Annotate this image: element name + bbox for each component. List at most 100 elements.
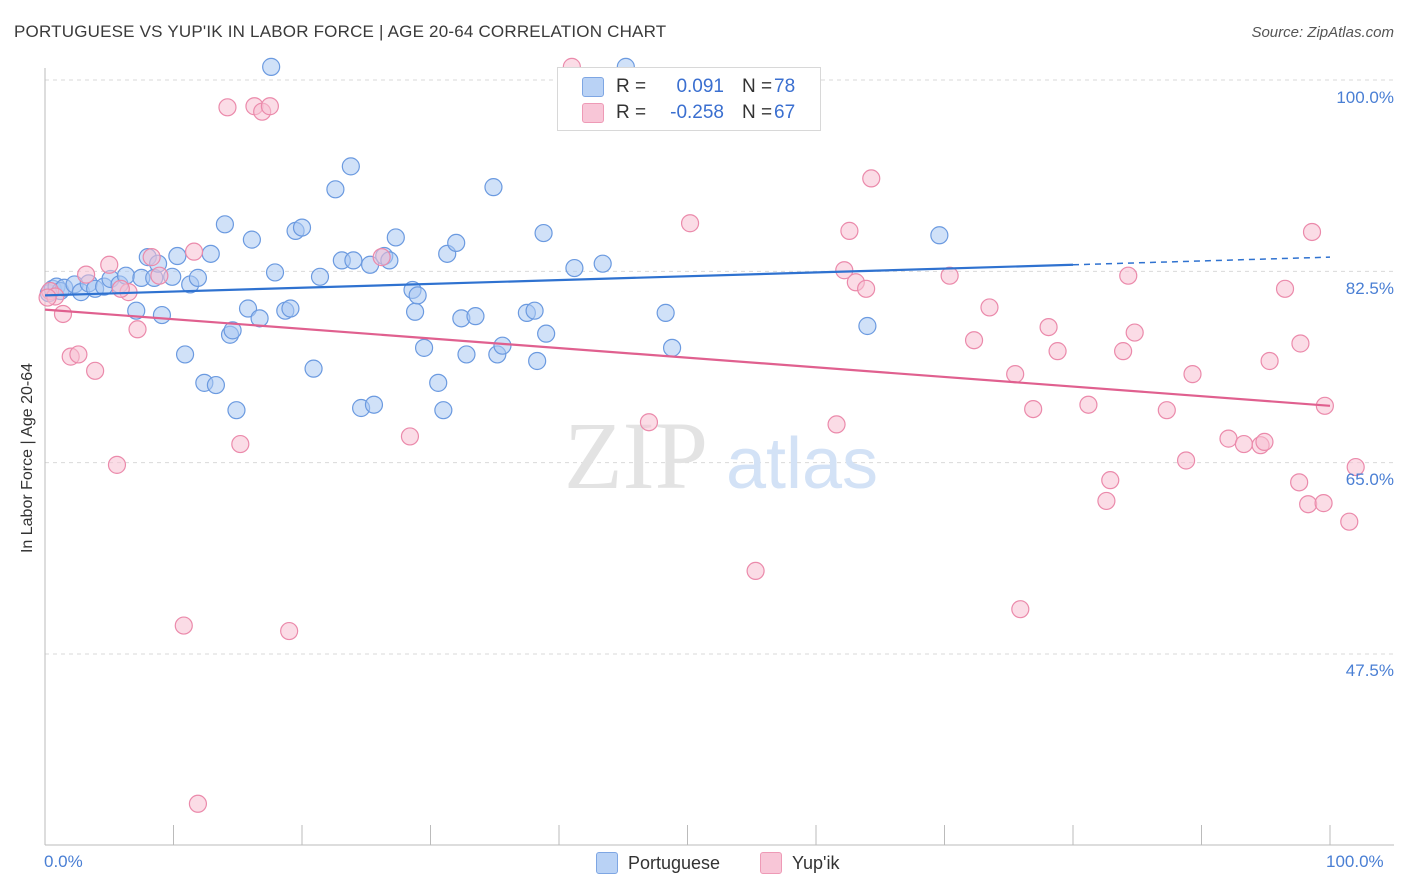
yupik-point [1079, 395, 1098, 414]
portuguese-point [304, 359, 323, 378]
series-name: Portuguese [628, 852, 721, 873]
chart-title: PORTUGUESE VS YUP'IK IN LABOR FORCE | AG… [14, 22, 667, 41]
y-tick-label: 47.5% [1345, 661, 1394, 680]
portuguese-point [662, 338, 682, 357]
portuguese-point [414, 338, 434, 357]
x-tick-label: 100.0% [1326, 852, 1384, 871]
yupik-swatch [760, 852, 782, 874]
portuguese-point [493, 336, 512, 355]
yupik-point [857, 279, 876, 298]
yupik-point [1219, 429, 1238, 448]
yupik-point [1101, 471, 1120, 490]
portuguese-point [168, 246, 187, 266]
portuguese-point [364, 395, 384, 414]
portuguese-point [525, 301, 544, 320]
yupik-point [1291, 334, 1310, 353]
watermark-atlas: atlas [726, 424, 878, 504]
legend-row-yupik: R = -0.258 N = 67 [582, 101, 795, 125]
yupik-point [964, 331, 984, 350]
portuguese-point [188, 268, 208, 287]
yupik-point [1011, 600, 1030, 619]
yupik-point [1346, 457, 1365, 477]
yupik-point [188, 794, 208, 813]
portuguese-point [405, 302, 425, 321]
y-tick-label: 82.5% [1345, 279, 1394, 298]
portuguese-point [429, 373, 448, 392]
yupik-point [1290, 473, 1309, 492]
portuguese-point [292, 218, 312, 237]
portuguese-point [215, 215, 234, 234]
yupik-point [746, 561, 765, 581]
portuguese-point [206, 375, 226, 395]
yupik-point [1260, 351, 1279, 371]
portuguese-point [344, 251, 363, 270]
portuguese-point [537, 324, 556, 343]
portuguese-point [593, 254, 612, 273]
yupik-point [1006, 365, 1025, 384]
yupik-trend-line [44, 308, 1331, 407]
portuguese-point [326, 180, 345, 199]
yupik-point [827, 415, 846, 434]
legend-n-label: N = [742, 76, 773, 97]
legend-n-label: N = [742, 102, 773, 123]
portuguese-point [656, 303, 675, 322]
yupik-point [639, 413, 659, 432]
yupik-point [184, 242, 204, 261]
yupik-point [150, 266, 169, 285]
yupik-point [174, 616, 193, 635]
portuguese-point [223, 321, 242, 340]
yupik-point [940, 266, 959, 285]
portuguese-point [528, 351, 547, 371]
yupik-point [1314, 494, 1333, 513]
portuguese-point [201, 244, 220, 263]
yupik-point [1183, 365, 1202, 384]
portuguese-point [310, 267, 330, 286]
yupik-swatch [582, 103, 604, 123]
yupik-point [38, 288, 57, 307]
legend-n-value: 78 [774, 76, 796, 97]
legend: R = 0.091 N = 78 R = -0.258 N = 67 [557, 67, 821, 131]
portuguese-point [457, 345, 476, 364]
x-tick-label: 0.0% [44, 852, 83, 871]
yupik-point [1048, 342, 1067, 361]
portuguese-point [434, 401, 453, 420]
portuguese-point [262, 57, 281, 76]
legend-n-value: 67 [774, 102, 796, 123]
portuguese-point [386, 228, 405, 247]
yupik-point [1275, 279, 1295, 298]
portuguese-point [175, 345, 195, 364]
yupik-point [1157, 401, 1176, 420]
watermark-zip: ZIP [564, 402, 708, 509]
portuguese-trend-extension [1072, 256, 1331, 266]
yupik-point [1302, 222, 1322, 242]
yupik-point [100, 255, 119, 274]
portuguese-trend-line [44, 263, 1074, 297]
yupik-point [980, 298, 999, 317]
yupik-point [1125, 323, 1144, 342]
portuguese-point [265, 263, 285, 282]
legend-r-value: 0.091 [676, 76, 724, 97]
yupik-point [280, 621, 299, 641]
yupik-point [1234, 434, 1254, 454]
yupik-point [862, 169, 881, 188]
yupik-point [1176, 451, 1196, 470]
portuguese-point [408, 286, 427, 305]
y-tick-label: 65.0% [1345, 470, 1394, 489]
yupik-point [142, 248, 161, 267]
portuguese-swatch [582, 77, 604, 97]
portuguese-point [466, 307, 485, 326]
yupik-point [1097, 491, 1116, 511]
yupik-point [69, 345, 88, 364]
yupik-point [53, 304, 73, 324]
bottom-legend-portuguese: Portuguese [596, 852, 720, 874]
yupik-point [1114, 342, 1133, 361]
series-name: Yup'ik [792, 852, 840, 873]
y-tick-label: 100.0% [1336, 88, 1394, 107]
portuguese-point [341, 157, 360, 176]
yupik-point [1299, 495, 1318, 514]
yupik-point [111, 279, 130, 298]
portuguese-point [127, 301, 146, 320]
legend-r-label: R = [616, 76, 647, 97]
yupik-point [128, 320, 147, 339]
